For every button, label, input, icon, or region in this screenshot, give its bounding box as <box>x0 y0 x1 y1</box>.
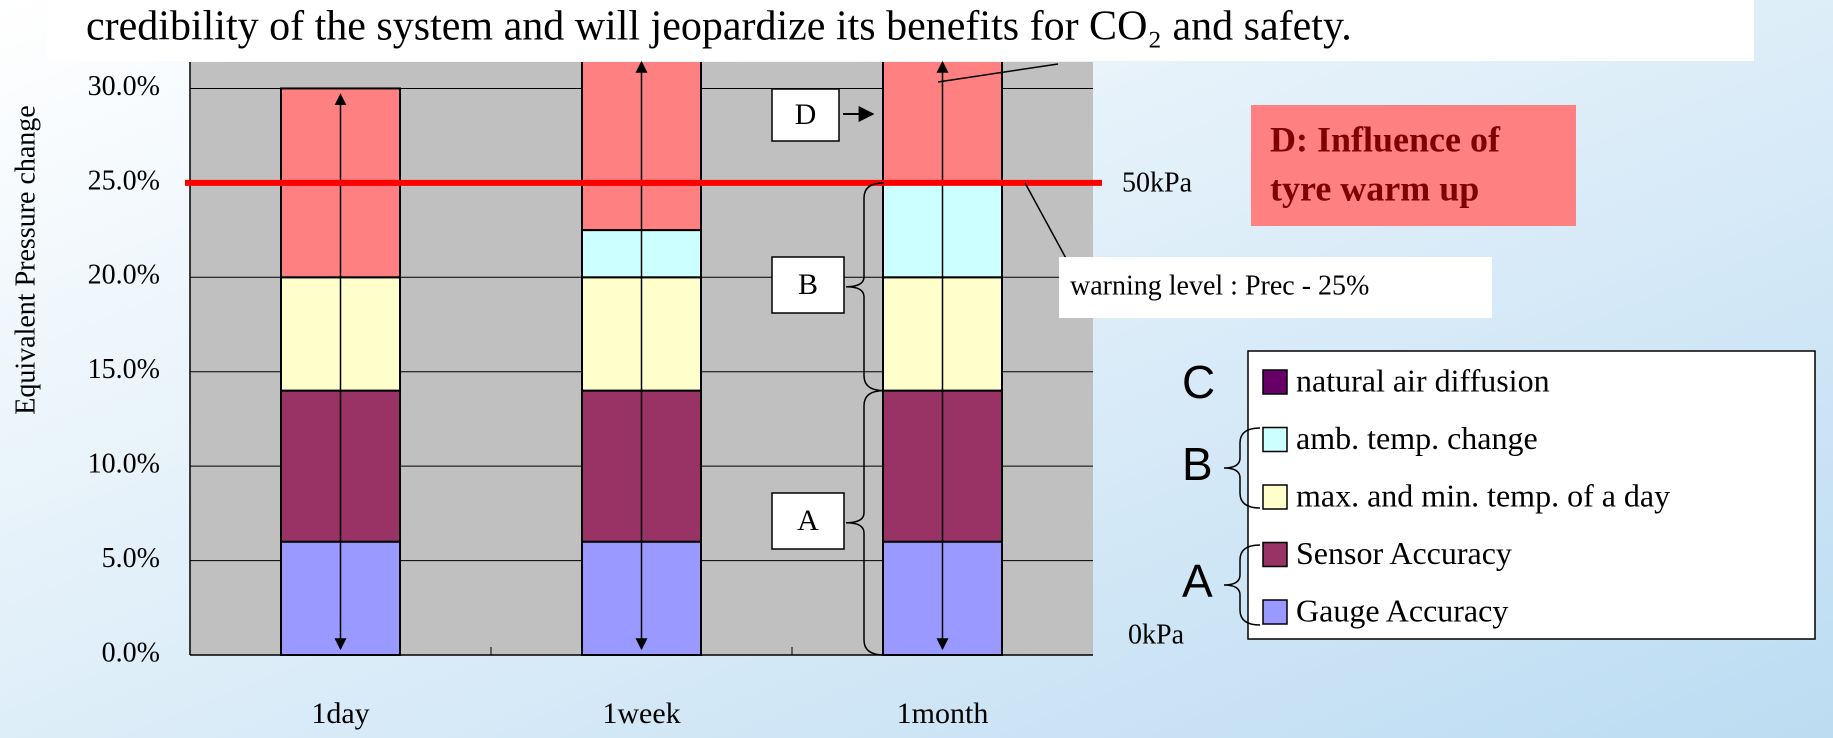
pointer <box>1024 182 1069 263</box>
letter-box <box>771 88 840 142</box>
d-note-box <box>1251 105 1576 226</box>
y-axis-label: Equivalent Pressure change <box>10 105 41 414</box>
title-box <box>47 0 1754 61</box>
bottom-label: 0kPa <box>1128 619 1185 650</box>
legend-letter: C <box>1182 356 1215 408</box>
legend-label: Gauge Accuracy <box>1296 592 1508 628</box>
y-tick-label: 20.0% <box>88 260 160 291</box>
legend-swatch <box>1262 484 1288 510</box>
y-tick-label: 30.0% <box>88 71 160 102</box>
brace <box>1223 544 1261 626</box>
d-note-line: tyre warm up <box>1270 168 1479 208</box>
y-tick-label: 10.0% <box>88 449 160 480</box>
legend-swatch <box>1262 369 1288 395</box>
d-note-line: D: Influence of <box>1270 119 1501 159</box>
letter-box <box>771 256 845 314</box>
brace <box>845 389 885 656</box>
legend-label: natural air diffusion <box>1296 362 1550 398</box>
brace <box>845 182 885 392</box>
y-tick-label: 15.0% <box>88 354 160 385</box>
legend-swatch <box>1262 541 1288 568</box>
y-tick-label: 5.0% <box>102 543 160 574</box>
legend-swatch <box>1262 599 1288 625</box>
pointer <box>937 63 1059 83</box>
warning-label: warning level : Prec - 25% <box>1070 270 1369 301</box>
legend-box <box>1247 350 1816 640</box>
warning-box <box>1059 257 1492 318</box>
letter-box <box>771 492 845 550</box>
legend-swatch <box>1262 426 1288 453</box>
letter-label: B <box>798 268 818 301</box>
y-tick-label: 0.0% <box>102 637 160 668</box>
legend-label: Sensor Accuracy <box>1296 535 1512 571</box>
x-tick-label: 1day <box>311 697 369 730</box>
chart-title: credibility of the system and will jeopa… <box>86 4 1352 50</box>
x-tick-label: 1month <box>897 697 989 730</box>
top-label: 50kPa <box>1122 167 1193 198</box>
legend-label: amb. temp. change <box>1296 420 1538 456</box>
legend-letter: A <box>1182 555 1213 607</box>
brace <box>1223 427 1261 509</box>
legend-letter: B <box>1182 438 1213 490</box>
letter-label: A <box>797 504 819 537</box>
y-tick-label: 25.0% <box>88 165 160 196</box>
x-tick-label: 1week <box>602 697 680 730</box>
legend-label: max. and min. temp. of a day <box>1296 477 1670 513</box>
letter-label: D <box>795 98 817 131</box>
